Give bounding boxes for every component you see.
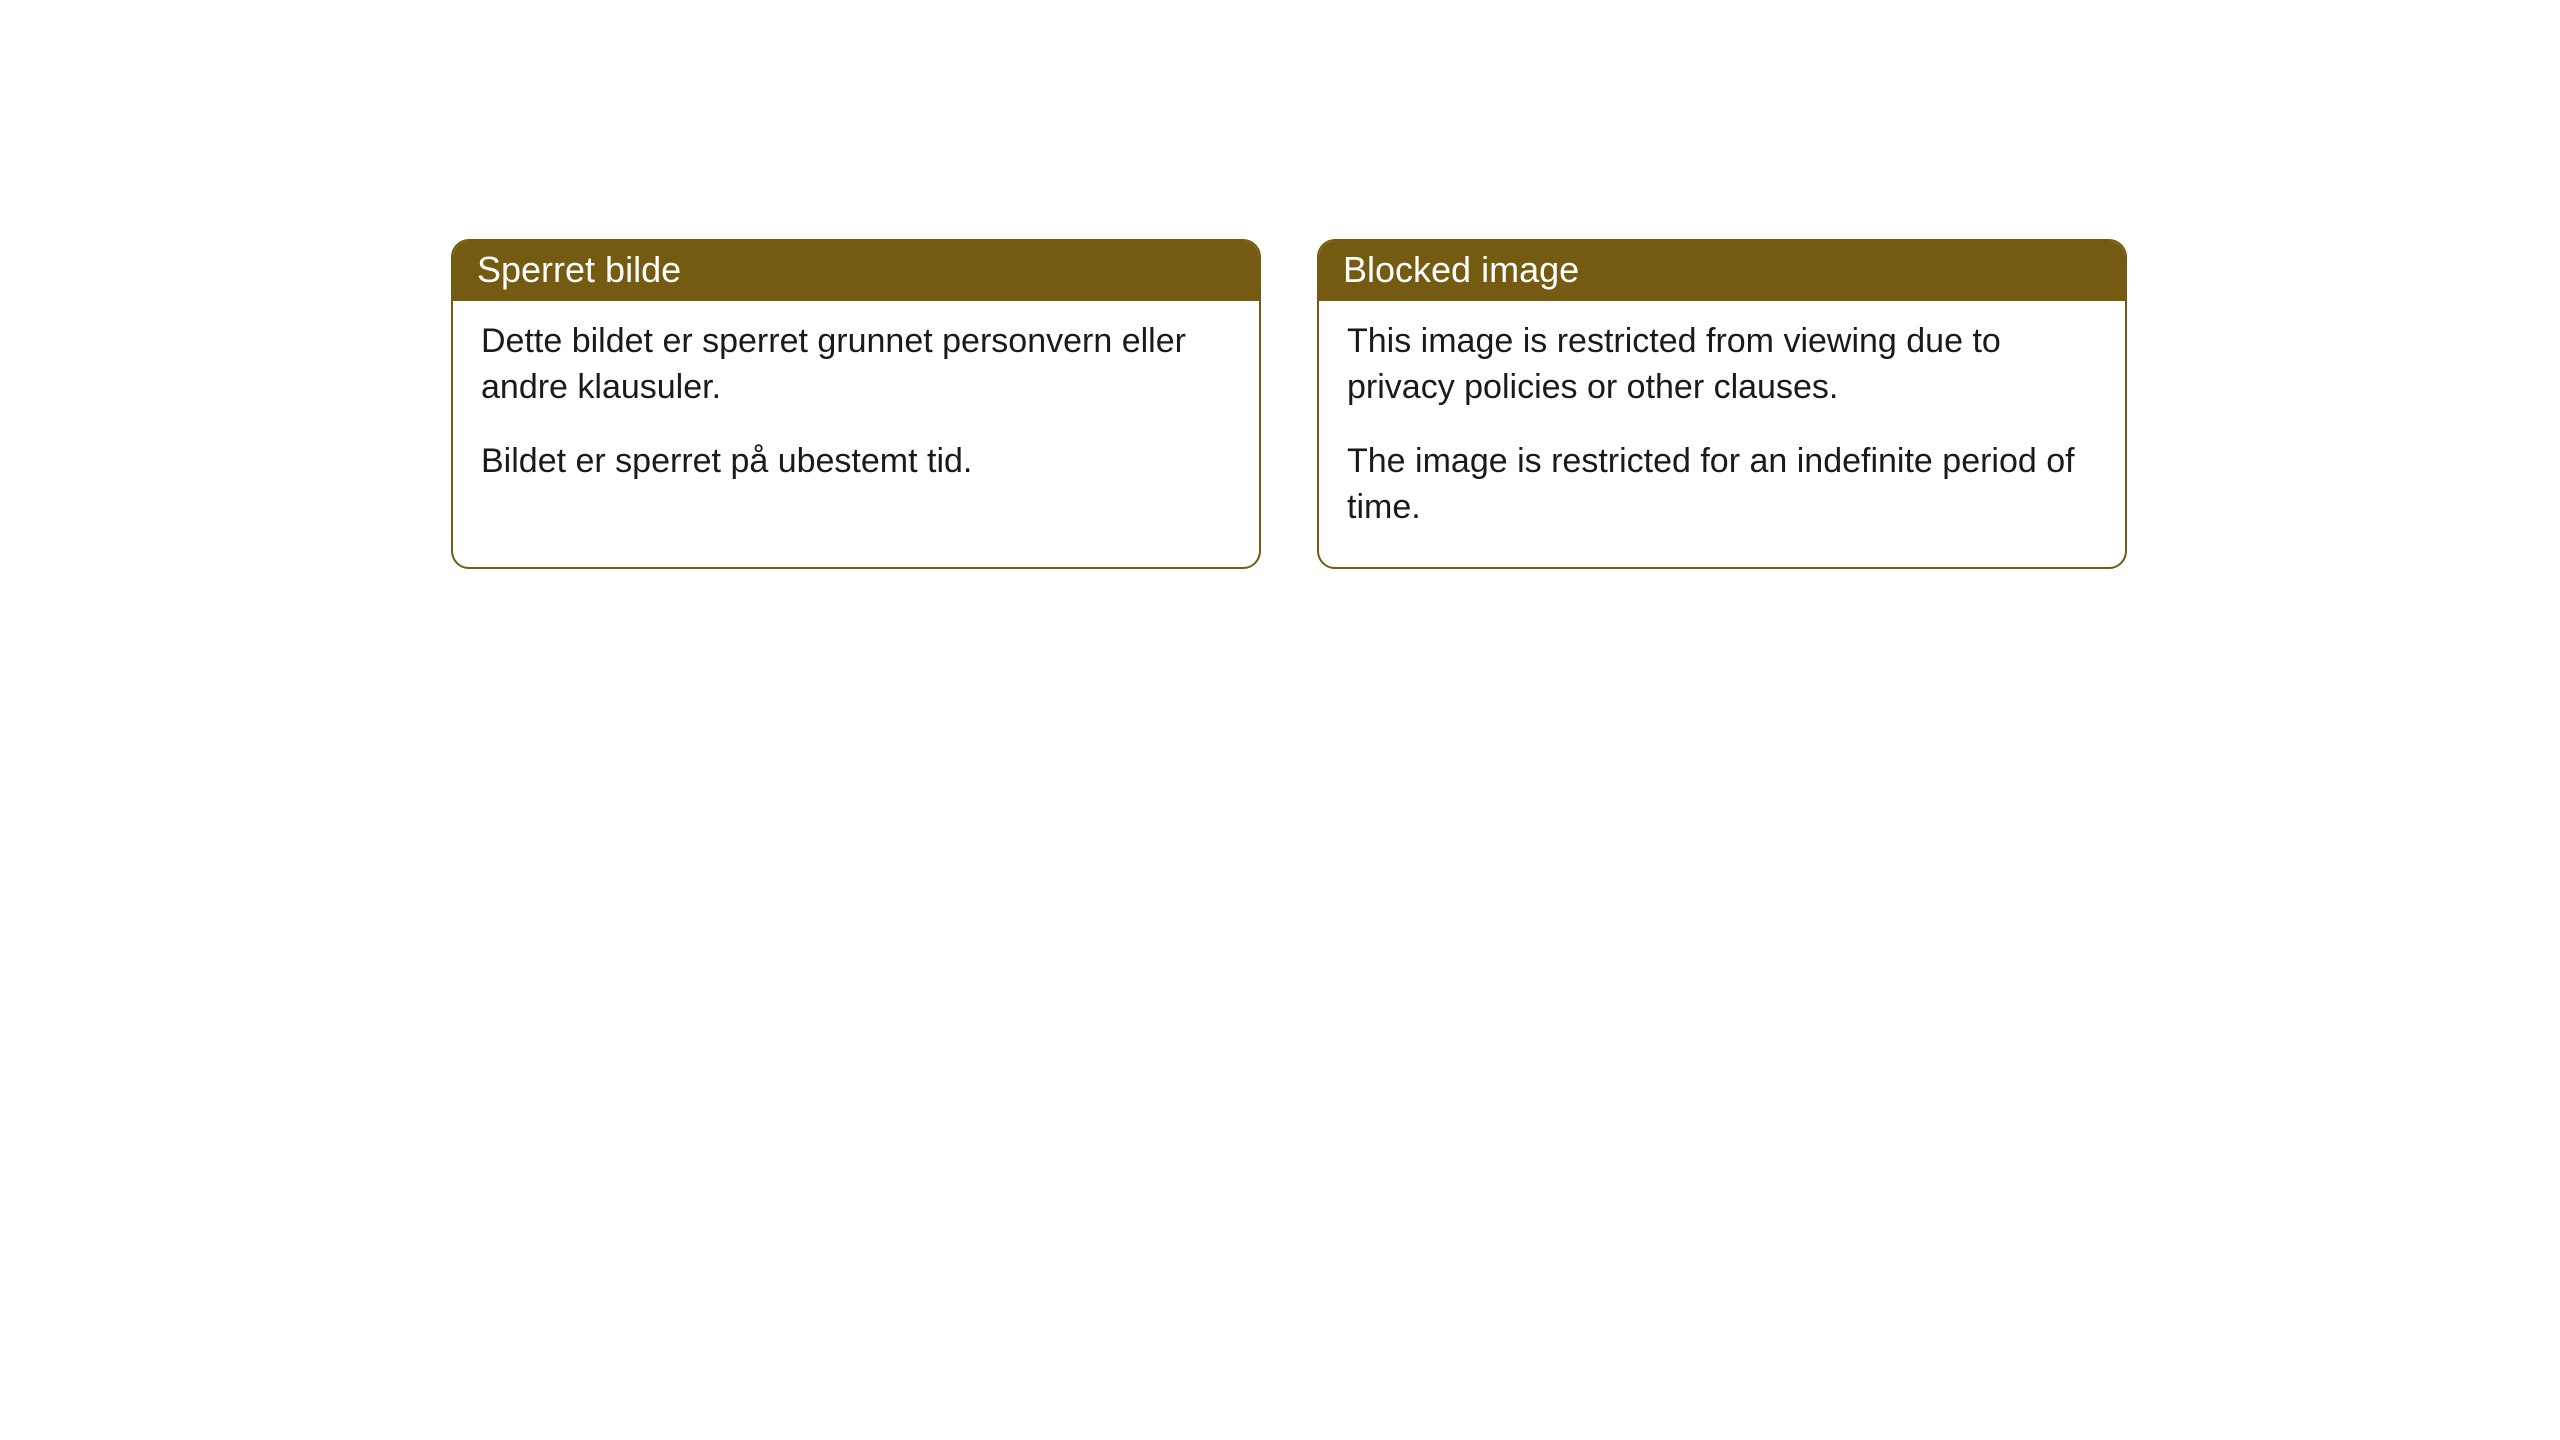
blocked-image-card-english: Blocked image This image is restricted f… [1317,239,2127,569]
blocked-image-card-norwegian: Sperret bilde Dette bildet er sperret gr… [451,239,1261,569]
card-para-1-norwegian: Dette bildet er sperret grunnet personve… [481,319,1231,411]
card-body-norwegian: Dette bildet er sperret grunnet personve… [453,301,1259,521]
card-para-2-norwegian: Bildet er sperret på ubestemt tid. [481,439,1231,485]
card-para-2-english: The image is restricted for an indefinit… [1347,439,2097,531]
card-header-english: Blocked image [1319,241,2125,301]
card-body-english: This image is restricted from viewing du… [1319,301,2125,567]
card-header-norwegian: Sperret bilde [453,241,1259,301]
notice-cards-container: Sperret bilde Dette bildet er sperret gr… [451,239,2127,569]
card-para-1-english: This image is restricted from viewing du… [1347,319,2097,411]
